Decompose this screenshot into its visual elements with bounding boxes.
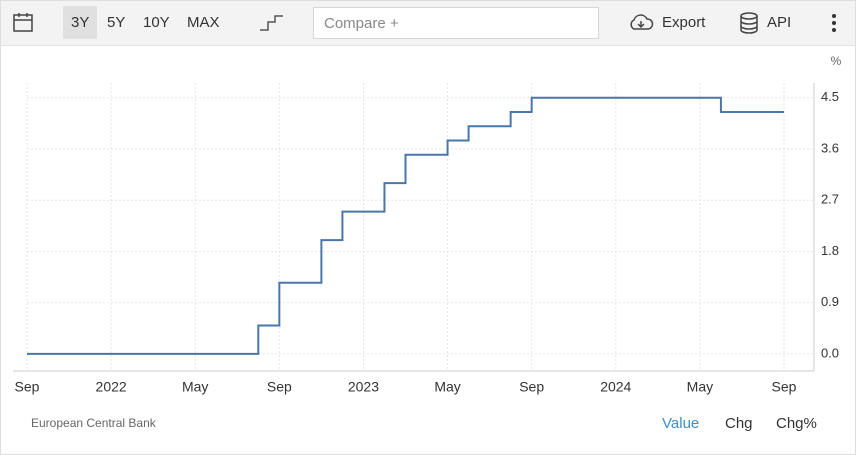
menu-icon[interactable] [830, 13, 838, 33]
chart: % European Central Bank 0.0 0.9 1.8 2.7 3.6 4… [13, 54, 842, 430]
api-button[interactable]: API [767, 14, 792, 31]
chart-type-icon[interactable] [259, 13, 285, 33]
range-button[interactable]: 5Y [107, 14, 126, 31]
x-tick-label: May [434, 379, 460, 395]
x-tick-label: 2023 [348, 379, 379, 395]
y-tick-label: 1.8 [821, 243, 839, 258]
y-tick-label: 0.9 [821, 294, 839, 309]
x-tick-label: Sep [519, 379, 544, 395]
range-button[interactable]: 10Y [143, 14, 170, 31]
y-tick-label: 4.5 [821, 89, 839, 104]
x-tick-label: Sep [267, 379, 292, 395]
source: European Central Bank [31, 416, 157, 430]
value-tab[interactable]: Value [662, 415, 700, 432]
y-tick-label: 3.6 [821, 140, 839, 155]
chg-tab[interactable]: Chg [725, 415, 753, 432]
api-icon[interactable] [739, 12, 759, 34]
x-tick-label: Sep [15, 379, 40, 395]
y-unit: % [831, 54, 842, 68]
range-button[interactable]: 3Y [63, 6, 98, 39]
y-tick-label: 0.0 [821, 345, 839, 360]
export-icon[interactable] [628, 13, 654, 33]
x-tick-label: 2024 [600, 379, 631, 395]
x-tick-label: Sep [772, 379, 797, 395]
x-tick-label: 2022 [96, 379, 127, 395]
toolbar: 3Y 5Y 10Y MAX Compare + Export API [1, 1, 855, 46]
range-button[interactable]: MAX [187, 14, 220, 31]
rate-line [27, 96, 784, 355]
compare-input[interactable]: Compare + [313, 7, 599, 39]
chg-pct-tab[interactable]: Chg% [776, 415, 817, 432]
export-button[interactable]: Export [662, 14, 706, 31]
calendar-icon[interactable] [12, 11, 36, 35]
x-tick-label: May [182, 379, 208, 395]
x-tick-label: May [687, 379, 713, 395]
y-tick-label: 2.7 [821, 192, 839, 207]
